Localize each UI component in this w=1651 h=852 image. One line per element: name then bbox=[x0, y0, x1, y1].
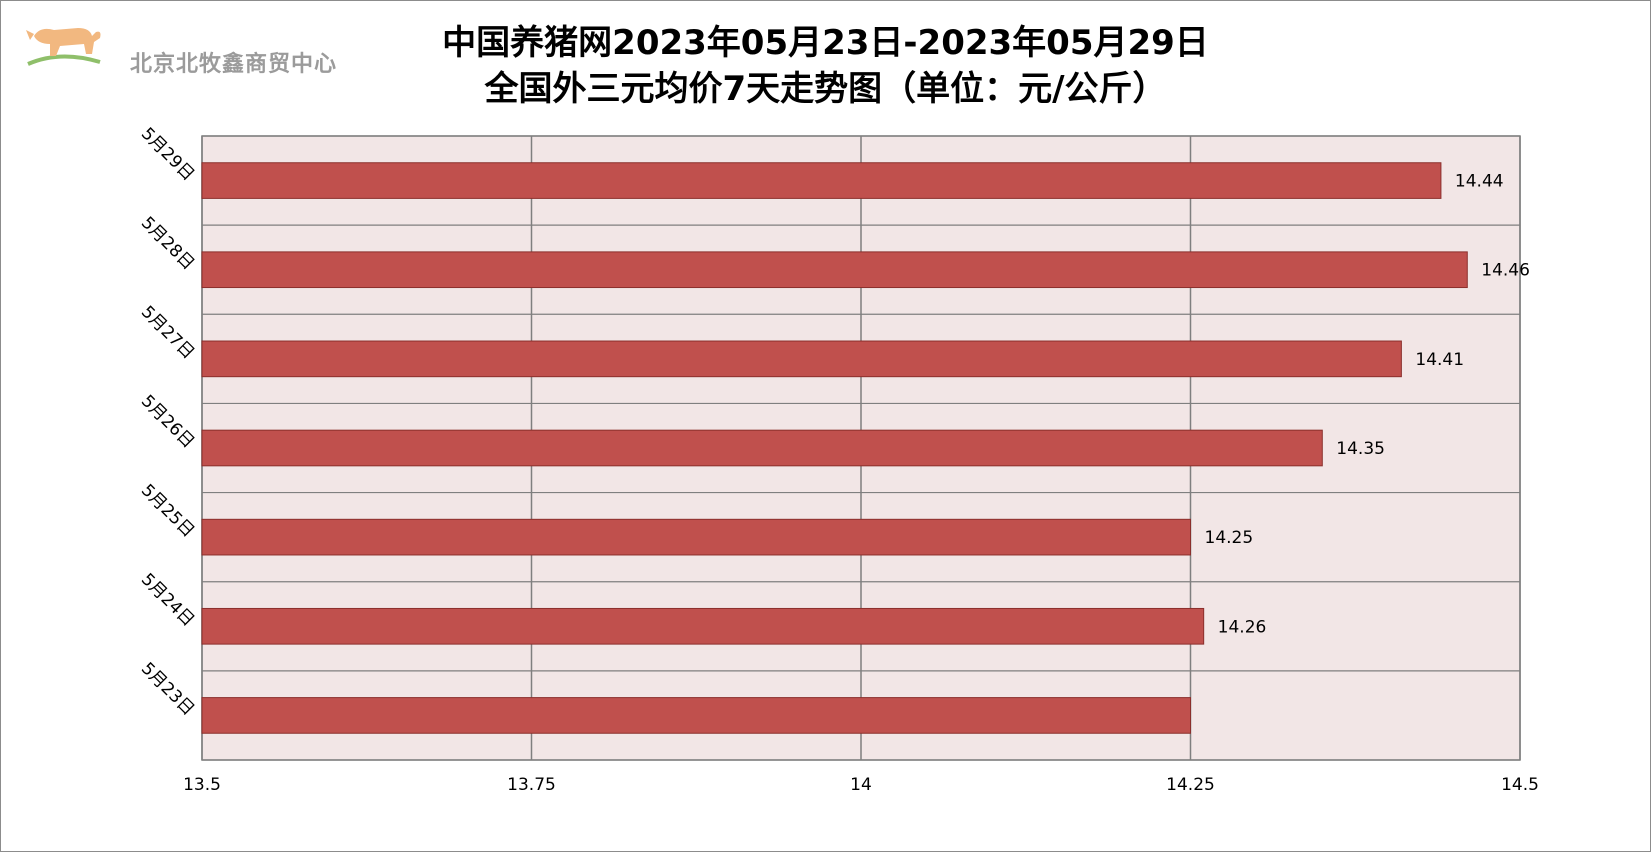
x-tick-label: 14.5 bbox=[1501, 775, 1539, 795]
bar-label: 14.44 bbox=[1455, 172, 1504, 192]
bar bbox=[201, 607, 1205, 645]
x-tick-label: 13.75 bbox=[507, 775, 556, 795]
y-tick-label: 5月27日 bbox=[137, 302, 198, 363]
cow-logo-icon bbox=[26, 28, 101, 66]
x-tick-label: 14 bbox=[850, 775, 872, 795]
bar-label: 14.26 bbox=[1218, 617, 1267, 637]
chart-title: 中国养猪网2023年05月23日-2023年05月29日 全国外三元均价7天走势… bbox=[0, 20, 1651, 112]
bar-label: 14.41 bbox=[1415, 350, 1464, 370]
bar bbox=[201, 697, 1191, 734]
y-tick-label: 5月29日 bbox=[137, 124, 198, 185]
x-tick-label: 14.25 bbox=[1166, 775, 1215, 795]
y-tick-label: 5月28日 bbox=[137, 213, 198, 274]
bar-label: 14.46 bbox=[1481, 261, 1530, 281]
logo-text: 北京北牧鑫商贸中心 bbox=[130, 52, 338, 77]
bar bbox=[201, 518, 1191, 556]
x-tick-label: 13.5 bbox=[183, 775, 221, 795]
bar bbox=[201, 162, 1442, 199]
y-tick-label: 5月26日 bbox=[137, 391, 198, 452]
bar bbox=[201, 251, 1468, 289]
y-tick-label: 5月23日 bbox=[137, 659, 198, 720]
y-tick-label: 5月25日 bbox=[137, 480, 198, 541]
chart-title-line1: 中国养猪网2023年05月23日-2023年05月29日 bbox=[442, 23, 1209, 63]
logo: 北京北牧鑫商贸中心 bbox=[20, 16, 380, 77]
bar bbox=[201, 340, 1402, 378]
bar-label: 14.35 bbox=[1336, 439, 1385, 459]
bar bbox=[201, 429, 1323, 467]
bar-label: 14.25 bbox=[1205, 528, 1254, 548]
y-tick-label: 5月24日 bbox=[137, 570, 198, 631]
chart-title-line2: 全国外三元均价7天走势图（单位：元/公斤） bbox=[484, 69, 1167, 109]
